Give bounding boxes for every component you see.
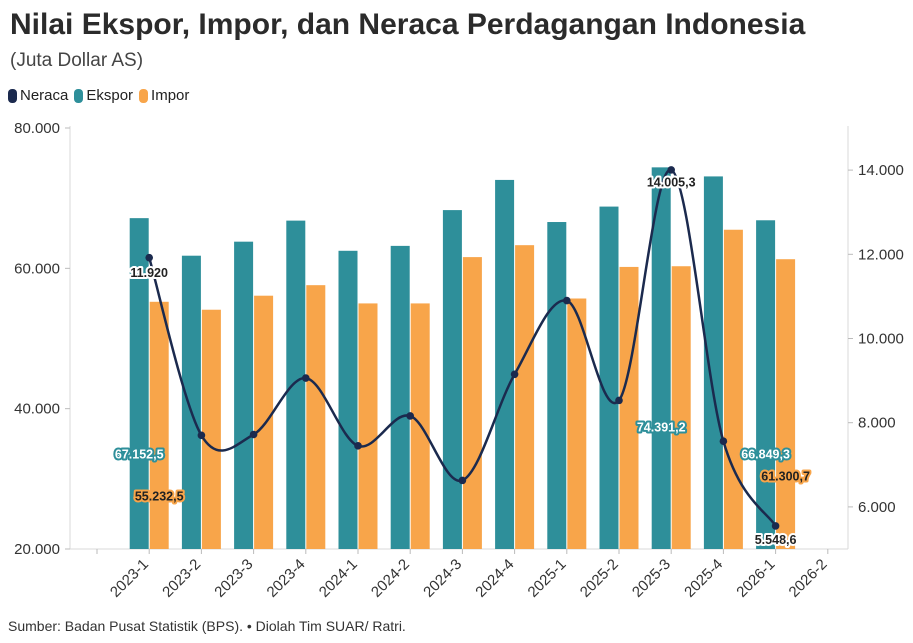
x-tick-label: 2025-3 (629, 556, 674, 601)
point-neraca (302, 374, 310, 382)
bar-ekspor (495, 179, 515, 549)
bar-ekspor (129, 218, 149, 550)
legend: Neraca Ekspor Impor (8, 87, 195, 104)
bar-impor (306, 285, 326, 549)
data-label-neraca: 5.548,6 (755, 533, 797, 547)
x-tick-label: 2023-4 (264, 556, 309, 601)
legend-item-impor[interactable]: Impor (139, 87, 189, 104)
bar-ekspor (286, 220, 306, 549)
legend-item-neraca[interactable]: Neraca (8, 87, 68, 104)
data-label-ekspor-halo: 67.152,5 (115, 447, 164, 461)
bar-impor (671, 266, 691, 549)
right-tick-label: 6.000 (858, 499, 896, 516)
point-neraca (406, 412, 415, 420)
point-neraca (771, 522, 780, 530)
point-neraca (719, 437, 728, 446)
bar-impor (462, 257, 482, 549)
bar-ekspor (338, 250, 358, 549)
bar-ekspor (181, 255, 201, 549)
x-tick-label: 2025-4 (681, 556, 726, 601)
x-tick-label: 2024-1 (316, 556, 361, 601)
data-label-neraca: 11.920 (130, 266, 168, 280)
data-label-impor-halo: 55.232,5 (135, 489, 184, 503)
data-label-ekspor-halo: 74.391,2 (637, 421, 686, 435)
x-tick-label: 2023-3 (211, 556, 256, 601)
right-tick-label: 14.000 (858, 162, 904, 179)
left-tick-label: 40.000 (14, 401, 60, 418)
point-neraca (510, 370, 519, 379)
data-label-impor: 55.232,5 (135, 489, 184, 503)
data-label-neraca-halo: 5.548,6 (755, 533, 797, 547)
x-tick-label: 2026-1 (733, 556, 778, 601)
legend-label-ekspor: Ekspor (86, 87, 134, 104)
bar-impor (254, 295, 274, 549)
legend-item-ekspor[interactable]: Ekspor (74, 87, 133, 104)
legend-label-impor: Impor (151, 87, 190, 104)
bar-ekspor (234, 241, 254, 550)
bar-impor (619, 266, 639, 549)
x-tick-label: 2024-2 (368, 556, 413, 601)
point-neraca (145, 253, 153, 262)
data-label-impor-halo: 61.300,7 (761, 470, 810, 484)
bar-impor (567, 298, 587, 549)
right-tick-label: 8.000 (858, 415, 896, 432)
bar-impor (358, 303, 378, 549)
x-tick-label: 2025-1 (525, 556, 570, 601)
data-label-neraca-halo: 11.920 (130, 266, 168, 280)
bar-ekspor (651, 167, 671, 549)
bar-impor (201, 309, 221, 549)
bar-impor (776, 259, 796, 549)
point-neraca (249, 430, 258, 439)
left-tick-label: 60.000 (14, 260, 60, 277)
bar-ekspor (547, 222, 567, 550)
bar-ekspor (390, 245, 410, 549)
data-label-neraca-halo: 14.005,3 (647, 176, 696, 190)
bar-impor (515, 245, 535, 549)
bar-impor (723, 229, 743, 549)
legend-swatch-impor (139, 88, 149, 103)
source-footer: Sumber: Badan Pusat Statistik (BPS). • D… (8, 618, 406, 634)
bar-ekspor (756, 220, 776, 549)
legend-swatch-ekspor (74, 88, 84, 103)
x-tick-label: 2023-2 (159, 556, 204, 601)
point-neraca (667, 166, 675, 174)
x-tick-label: 2026-2 (786, 556, 831, 601)
point-neraca (563, 296, 571, 305)
data-label-impor: 61.300,7 (761, 470, 810, 484)
bar-ekspor (599, 206, 619, 549)
x-tick-label: 2024-3 (420, 556, 465, 601)
legend-label-neraca: Neraca (20, 87, 69, 104)
chart-subtitle: (Juta Dollar AS) (10, 50, 144, 71)
legend-swatch-neraca (8, 88, 17, 103)
data-label-ekspor: 66.849,3 (741, 447, 790, 461)
point-neraca (354, 442, 362, 450)
left-tick-label: 20.000 (14, 541, 60, 558)
bar-ekspor (703, 176, 723, 550)
bar-impor (149, 301, 169, 549)
point-neraca (615, 396, 623, 405)
chart-title: Nilai Ekspor, Impor, dan Neraca Perdagan… (10, 8, 806, 41)
right-tick-label: 12.000 (858, 246, 904, 263)
left-tick-label: 80.000 (14, 120, 60, 137)
right-tick-label: 10.000 (858, 331, 904, 348)
data-label-ekspor-halo: 66.849,3 (741, 447, 790, 461)
x-tick-label: 2024-4 (472, 556, 517, 601)
point-neraca (458, 476, 467, 485)
data-label-ekspor: 67.152,5 (115, 447, 164, 461)
data-label-ekspor: 74.391,2 (637, 421, 686, 435)
x-tick-label: 2023-1 (107, 556, 152, 601)
bar-ekspor (442, 210, 462, 549)
x-tick-label: 2025-2 (577, 556, 622, 601)
data-label-neraca: 14.005,3 (647, 176, 696, 190)
point-neraca (197, 431, 206, 440)
